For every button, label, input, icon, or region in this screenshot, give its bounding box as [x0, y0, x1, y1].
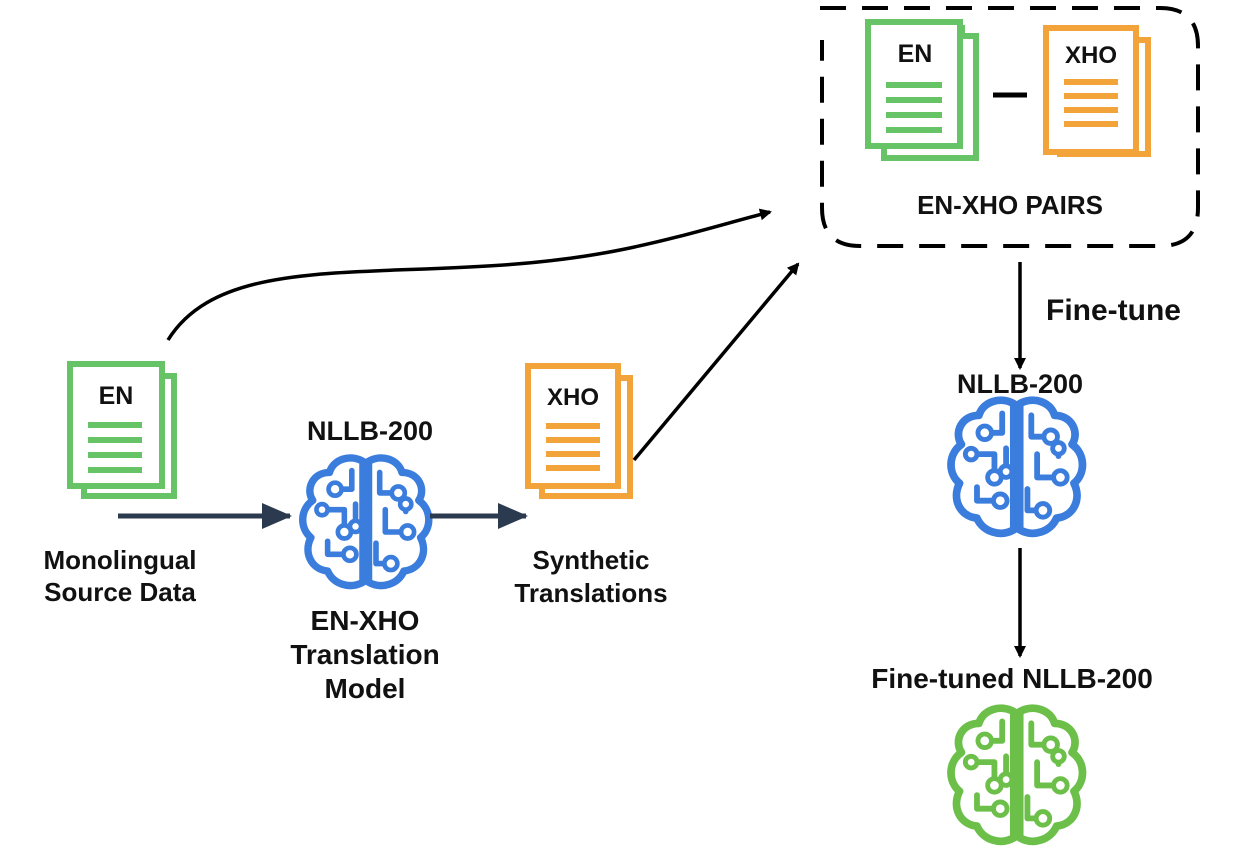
model-line-1: EN-XHO [310, 605, 420, 636]
monolingual-source-label: Monolingual Source Data [30, 544, 210, 608]
pair-en-doc-label: EN [897, 40, 933, 68]
arrow-icon [632, 262, 800, 462]
pairs-title: EN-XHO PAIRS [917, 190, 1103, 220]
model-line-2: Translation [290, 639, 440, 670]
source-en-doc-label: EN [98, 382, 134, 410]
mono-line-2: Source Data [44, 577, 196, 607]
synthetic-xho-doc-label: XHO [546, 384, 599, 411]
arrow-icon [166, 208, 772, 341]
model-line-3: Model [324, 673, 406, 704]
translation-model-label: EN-XHO Translation Model [270, 604, 460, 706]
synthetic-translations-label: Synthetic Translations [496, 544, 686, 610]
brain-circuit-icon [951, 708, 1082, 841]
brain-circuit-icon [951, 400, 1082, 533]
synthetic-xho-document-icon [525, 363, 633, 499]
source-en-document-icon [67, 361, 177, 499]
nllb-model-label: NLLB-200 [306, 416, 434, 446]
pair-xho-document-icon [1043, 25, 1151, 157]
brain-circuit-icon [303, 458, 429, 586]
pairs-box [820, 6, 1200, 248]
synth-line-2: Translations [514, 578, 668, 608]
nllb-right-label: NLLB-200 [956, 369, 1084, 399]
pair-xho-doc-label: XHO [1064, 42, 1117, 69]
synth-line-1: Synthetic [532, 545, 650, 575]
pair-en-document-icon [865, 19, 979, 161]
finetune-label: Fine-tune [1046, 294, 1181, 327]
mono-line-1: Monolingual [43, 545, 197, 575]
finetuned-nllb-label: Fine-tuned NLLB-200 [871, 663, 1153, 694]
